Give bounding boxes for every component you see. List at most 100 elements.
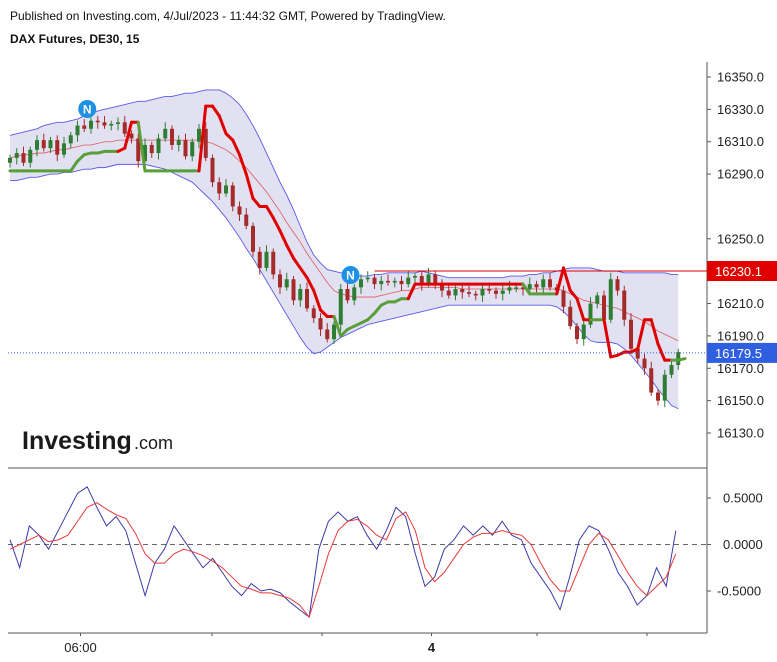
candle — [433, 271, 438, 289]
candle-body — [278, 274, 282, 288]
stop-line-segment — [217, 114, 228, 136]
candle — [203, 122, 208, 162]
stop-line-segment — [76, 153, 86, 163]
news-marker-label: N — [83, 103, 92, 117]
news-marker-circle — [341, 266, 360, 284]
candle — [440, 279, 444, 298]
candle-body — [116, 122, 120, 124]
candle — [365, 271, 370, 283]
candle-body — [237, 206, 242, 215]
candle — [311, 305, 316, 323]
candle-body — [669, 365, 674, 375]
stop-line-segment — [339, 327, 349, 338]
candle — [527, 277, 532, 293]
candle-body — [662, 374, 667, 401]
stop-line-segment — [373, 303, 383, 315]
stop-line-segment — [521, 282, 532, 296]
candle — [156, 133, 161, 160]
time-tick-label: 06:00 — [64, 640, 97, 655]
stop-line-segment — [332, 314, 343, 338]
candle — [318, 313, 323, 336]
candle — [622, 285, 627, 327]
stop-line-segment — [602, 318, 613, 359]
candle — [284, 272, 289, 291]
candle — [183, 133, 188, 160]
candle-body — [575, 326, 579, 340]
candle — [68, 132, 73, 149]
candle-body — [143, 144, 147, 162]
last-price-tag: 16179.5 — [707, 342, 777, 363]
candle-body — [129, 133, 134, 139]
candle-body — [82, 125, 87, 129]
candle — [149, 141, 154, 158]
stop-line-segment — [636, 318, 646, 351]
candle-body — [75, 125, 80, 136]
bollinger-mid-line — [9, 139, 679, 342]
candle — [419, 271, 424, 291]
candle — [500, 285, 505, 301]
candle — [338, 284, 343, 332]
candle — [406, 271, 411, 288]
stop-line-segment — [197, 104, 208, 173]
candle-body — [568, 306, 573, 327]
candle-body — [642, 358, 647, 369]
candle-body — [588, 303, 593, 325]
candle — [656, 389, 660, 406]
candle — [55, 135, 60, 162]
candle — [237, 201, 242, 222]
candle-body — [548, 279, 552, 288]
candle — [62, 136, 66, 158]
candle — [35, 135, 39, 157]
osc-tick-label: 0.5000 — [723, 491, 763, 506]
time-axis: 06:00 4 — [64, 633, 648, 655]
candle-body — [372, 277, 377, 285]
logo-suffix-text: .com — [134, 433, 173, 453]
candle-body — [311, 308, 316, 319]
candle — [541, 274, 546, 294]
stop-line-segment — [265, 204, 275, 220]
candle-body — [325, 329, 330, 340]
candle-body — [527, 284, 532, 289]
oscillator-slow-line — [9, 502, 677, 619]
candle-body — [35, 140, 39, 150]
stop-line-segment — [278, 229, 289, 247]
candle-body — [581, 324, 586, 340]
candle-body — [197, 128, 201, 142]
candle-body — [48, 140, 53, 149]
candle — [568, 300, 573, 330]
stop-line-segment — [292, 256, 302, 270]
candle — [561, 285, 566, 314]
stop-line-segment — [555, 266, 565, 296]
last-price-tag-text: 16179.5 — [715, 346, 762, 361]
candle-body — [433, 274, 438, 285]
candle-body — [487, 288, 492, 291]
candle-body — [419, 276, 424, 285]
candle-body — [467, 292, 471, 294]
candle — [615, 276, 620, 296]
candle — [190, 138, 195, 162]
candle — [41, 133, 46, 152]
candle-body — [8, 157, 12, 163]
candle-body — [629, 319, 633, 349]
stop-line-segment — [676, 357, 687, 362]
candle — [608, 272, 613, 323]
candle — [534, 280, 539, 293]
stop-line-segment — [271, 216, 282, 233]
candle-body — [163, 128, 168, 139]
candle — [649, 361, 654, 396]
price-tick-label: 16170.0 — [717, 361, 764, 376]
candle — [480, 284, 485, 302]
last-price-tag-bg — [707, 342, 777, 363]
stop-line-segment — [238, 153, 248, 176]
candle — [359, 274, 363, 294]
candle-body — [89, 120, 93, 129]
candle-body — [534, 284, 539, 288]
logo-main-text: Investing — [22, 427, 132, 455]
candle-body — [210, 157, 215, 183]
time-tick-label: 4 — [428, 640, 436, 655]
candle-body — [95, 120, 100, 123]
candle — [197, 123, 201, 149]
candle-body — [298, 288, 303, 301]
candle — [575, 322, 579, 344]
candle — [244, 208, 249, 230]
